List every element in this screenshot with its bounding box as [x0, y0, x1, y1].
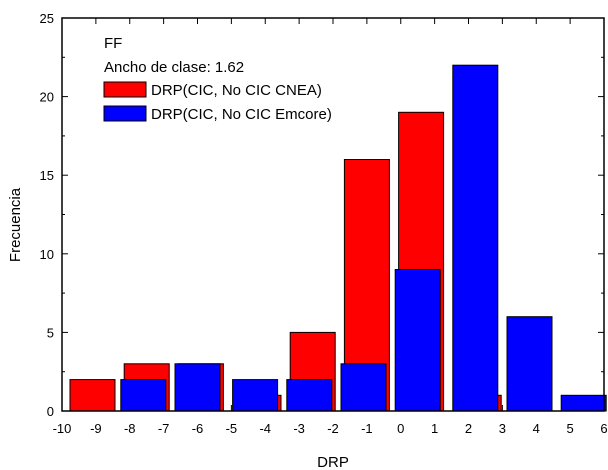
x-tick-label: -2 [327, 421, 339, 436]
bar-emcore [452, 64, 499, 412]
x-tick-label: 0 [397, 421, 404, 436]
annotation-ff: FF [104, 35, 122, 52]
annotation-bin-width: Ancho de clase: 1.62 [104, 59, 244, 76]
bar-emcore [340, 363, 387, 412]
y-tick-label: 0 [47, 404, 54, 419]
y-tick-label: 20 [40, 90, 54, 105]
bar-emcore [394, 269, 441, 412]
x-tick-label: -5 [226, 421, 238, 436]
x-tick-label: -3 [293, 421, 305, 436]
x-tick-label: 4 [533, 421, 540, 436]
bar-emcore [286, 379, 333, 412]
x-tick-label: 5 [567, 421, 574, 436]
x-tick-label: -9 [90, 421, 102, 436]
x-axis-label: DRP [317, 454, 349, 470]
legend-label-cnea: DRP(CIC, No CIC CNEA) [151, 82, 322, 99]
series-emcore-bars [120, 64, 607, 412]
bar-emcore [174, 363, 221, 412]
x-tick-label: 1 [431, 421, 438, 436]
x-tick-label: -4 [259, 421, 271, 436]
legend-swatch-cnea [103, 81, 147, 98]
x-tick-label: 2 [465, 421, 472, 436]
x-tick-label: -6 [192, 421, 204, 436]
x-tick-label: 3 [499, 421, 506, 436]
x-tick-label: -7 [158, 421, 170, 436]
y-tick-label: 25 [40, 11, 54, 26]
bar-cnea [69, 379, 116, 412]
legend-swatch-emcore [103, 105, 147, 122]
y-tick-label: 15 [40, 168, 54, 183]
x-tick-label: -8 [124, 421, 136, 436]
y-tick-label: 10 [40, 247, 54, 262]
legend: FF Ancho de clase: 1.62 DRP(CIC, No CIC … [103, 35, 332, 123]
bar-emcore [120, 379, 167, 412]
bar-emcore [560, 394, 607, 412]
x-tick-label: -1 [361, 421, 373, 436]
bar-emcore [506, 316, 553, 412]
x-tick-label: 6 [600, 421, 607, 436]
plot-frame [61, 17, 605, 412]
y-tick-label: 5 [47, 325, 54, 340]
y-axis-label: Frecuencia [7, 187, 24, 262]
legend-label-emcore: DRP(CIC, No CIC Emcore) [151, 106, 332, 123]
x-tick-label: -10 [53, 421, 72, 436]
bar-emcore [232, 379, 279, 412]
